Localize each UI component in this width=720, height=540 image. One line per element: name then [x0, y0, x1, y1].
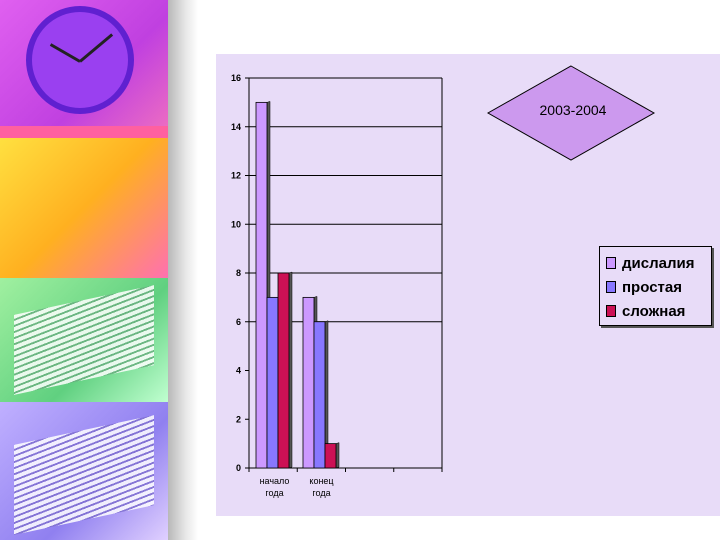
title-diamond: [486, 65, 656, 161]
bar-side: [335, 442, 340, 469]
y-tick-label: 12: [231, 171, 241, 181]
y-tick-label: 10: [231, 219, 241, 229]
legend-swatch: [606, 305, 616, 317]
bar: [324, 443, 337, 469]
decorative-photo-strip: [0, 0, 168, 540]
clock-photo-purple: [0, 0, 168, 138]
bar: [313, 321, 326, 469]
legend-item-slozhnaya: сложная: [606, 299, 705, 323]
bar: [255, 101, 268, 469]
legend-item-prostaya: простая: [606, 275, 705, 299]
bar: [277, 272, 290, 469]
y-tick-label: 2: [236, 414, 241, 424]
legend-swatch: [606, 257, 616, 269]
x-category-label: года: [312, 488, 330, 498]
bar: [266, 296, 279, 469]
legend-label: дислалия: [622, 254, 695, 272]
clock-photo-orange: [0, 138, 168, 278]
papers-photo-purple: [0, 402, 168, 540]
y-tick-label: 6: [236, 317, 241, 327]
y-tick-label: 14: [231, 122, 241, 132]
clock-icon: [26, 6, 134, 114]
chart-legend: дислалия простая сложная: [599, 246, 712, 326]
x-category-label: начало: [260, 476, 290, 486]
x-category-label: конец: [309, 476, 333, 486]
y-tick-label: 8: [236, 268, 241, 278]
y-tick-label: 16: [231, 73, 241, 83]
papers-photo-green: [0, 278, 168, 402]
bar-side: [288, 271, 293, 469]
legend-label: сложная: [622, 302, 686, 320]
x-category-label: года: [265, 488, 283, 498]
chart-title: 2003-2004: [539, 102, 607, 118]
y-tick-label: 0: [236, 463, 241, 473]
legend-swatch: [606, 281, 616, 293]
legend-item-dislalia: дислалия: [606, 251, 705, 275]
y-tick-label: 4: [236, 366, 241, 376]
legend-label: простая: [622, 278, 682, 296]
bar: [302, 296, 315, 469]
strip-shadow: [168, 0, 198, 540]
